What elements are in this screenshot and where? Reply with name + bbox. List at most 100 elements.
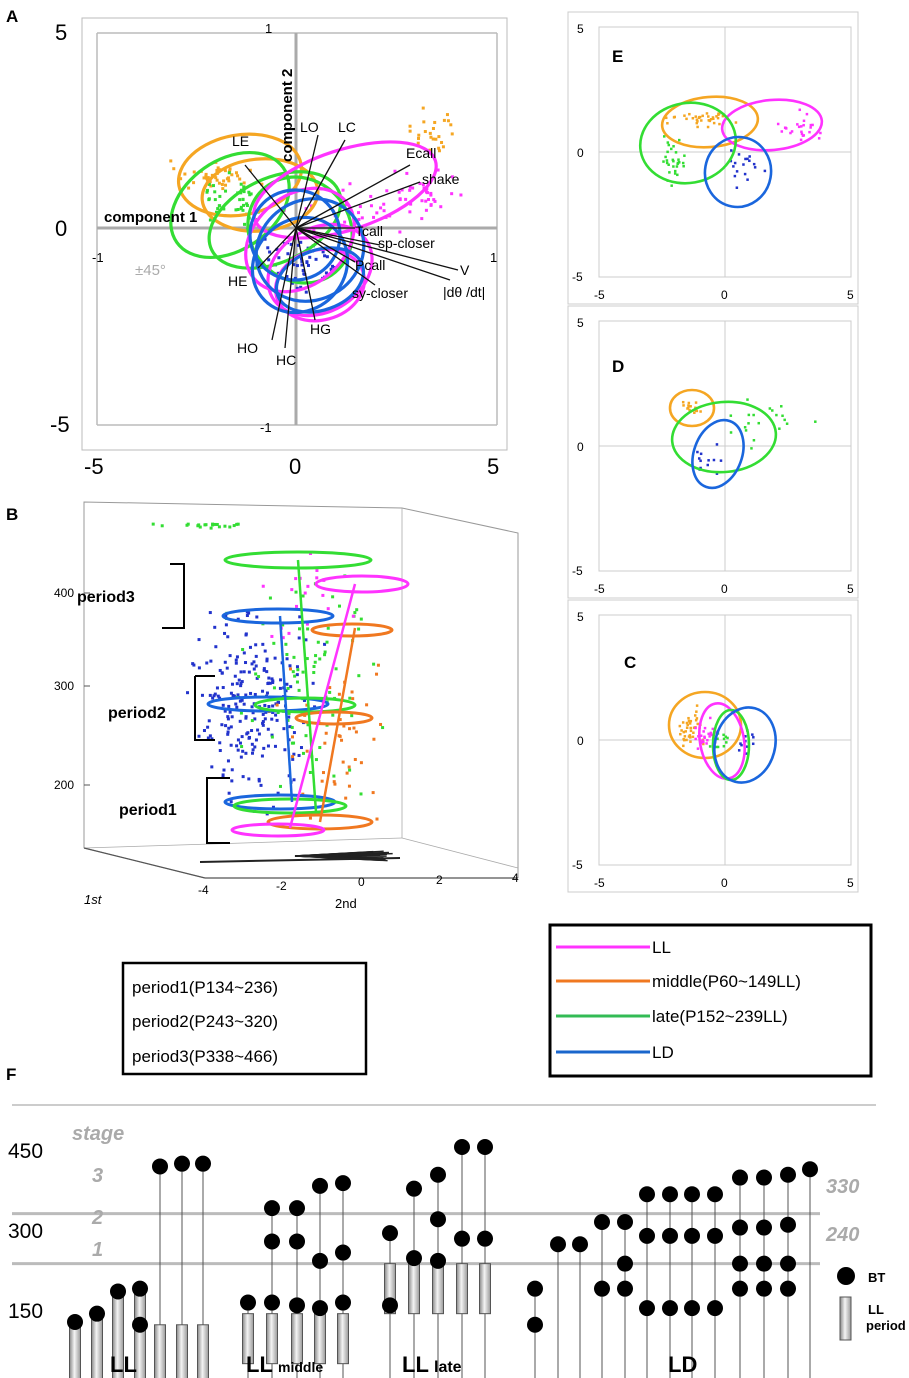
b-data-point: [270, 677, 274, 681]
b-data-point: [247, 670, 251, 674]
panel-e-data-point: [681, 161, 685, 165]
b-data-point: [225, 666, 229, 670]
b-data-point: [240, 698, 244, 702]
a-loading-label: LO: [300, 119, 319, 135]
b-data-point: [248, 645, 252, 649]
a-data-point: [222, 179, 226, 183]
b-data-point: [296, 668, 300, 672]
a-data-point: [424, 190, 428, 194]
panel-c-data-point: [678, 724, 682, 728]
b-data-point: [344, 796, 348, 800]
a-data-point: [429, 135, 433, 139]
panel-d-ytick: 5: [577, 316, 584, 330]
b-period3-label: period3: [77, 589, 135, 606]
a-data-point: [275, 247, 279, 251]
panel-c-data-point: [702, 740, 705, 744]
b-xtick-0: -4: [198, 883, 209, 897]
a-loading-vector: [295, 134, 319, 229]
f-bt-marker: [662, 1300, 678, 1317]
panel-c-data-point: [744, 752, 748, 755]
b-data-point: [241, 647, 245, 651]
a-data-point: [369, 204, 373, 208]
b-data-point: [305, 657, 309, 661]
panel-c: 5 0 -5 -5 0 5: [567, 599, 859, 893]
panel-c-data-point: [691, 735, 695, 739]
panel-c-ytick: 5: [577, 610, 584, 624]
a-component1-label: component 1: [104, 209, 197, 226]
panel-e-data-point: [708, 119, 712, 123]
panel-c-data-point: [679, 732, 682, 736]
a-data-point: [299, 240, 303, 244]
b-data-point: [254, 643, 258, 647]
b-data-point: [236, 693, 240, 697]
b-cluster-ellipse: [221, 607, 335, 625]
a-loading-vector: [284, 227, 297, 349]
f-bt-marker: [312, 1252, 328, 1269]
f-period-bar: [456, 1263, 468, 1315]
f-period-bar: [242, 1313, 254, 1365]
f-ytick-300: 300: [8, 1220, 43, 1243]
panel-e-data-point: [705, 112, 709, 115]
b-data-point: [226, 717, 230, 721]
b-data-point: [254, 672, 258, 676]
a-data-point: [432, 198, 436, 202]
b-data-point: [297, 753, 301, 757]
f-period-bar: [69, 1321, 81, 1378]
a-data-point: [286, 252, 290, 256]
panel-c-data-point: [705, 742, 708, 745]
b-data-point: [355, 608, 359, 612]
b-data-point: [294, 577, 298, 581]
b-data-point: [313, 705, 317, 709]
panel-d-xtick: -5: [594, 582, 605, 596]
a-loading-vector: [295, 227, 376, 286]
panel-c-data-point: [725, 741, 728, 744]
a-data-point: [243, 222, 247, 226]
b-data-point: [260, 754, 264, 758]
b-data-point: [334, 667, 338, 671]
panel-d-data-point: [686, 407, 689, 410]
panel-c-data-point: [688, 720, 691, 723]
panel-e-data-point: [685, 117, 688, 121]
b-data-point: [236, 522, 240, 526]
a-loading-label: Tcall: [355, 223, 383, 239]
a-data-point: [268, 250, 272, 254]
panel-a-frame: [81, 17, 508, 451]
a-data-point: [450, 175, 454, 179]
b-data-point: [218, 741, 222, 745]
a-data-point: [211, 184, 215, 188]
a-data-point: [301, 268, 305, 272]
a-data-point: [277, 256, 281, 260]
b-data-point: [256, 728, 260, 732]
a-data-point: [360, 216, 364, 220]
panel-c-data-point: [693, 714, 697, 717]
panel-c-data-point: [695, 717, 699, 720]
panel-c-data-point: [695, 710, 698, 713]
b-data-point: [275, 703, 279, 707]
panel-c-data-point: [714, 745, 718, 749]
a-data-point: [290, 281, 294, 285]
panel-d-data-point: [780, 405, 783, 408]
b-xtick-1: -2: [276, 879, 287, 893]
b-data-point: [372, 662, 376, 666]
panel-c-data-point: [680, 729, 683, 732]
f-bt-marker: [780, 1280, 796, 1297]
f-bt-marker: [780, 1166, 796, 1183]
panel-c-data-point: [703, 735, 706, 739]
b-data-point: [151, 522, 155, 526]
a-data-point: [422, 120, 426, 124]
b-data-point: [218, 696, 222, 700]
panel-d-data-point: [757, 421, 761, 425]
b-data-point: [251, 748, 255, 752]
a-data-point: [428, 131, 432, 135]
panel-d-data-point: [771, 409, 774, 412]
a-data-point: [205, 190, 209, 194]
b-data-point: [318, 657, 322, 661]
a-data-point: [411, 186, 415, 190]
period-legend: period1(P134~236) period2(P243~320) peri…: [121, 961, 368, 1076]
a-data-point: [228, 169, 232, 173]
b-data-point: [354, 730, 358, 734]
b-data-point: [248, 735, 252, 739]
a-loading-vector: [295, 227, 356, 263]
panel-e-data-point: [737, 153, 741, 156]
panel-c-data-point: [707, 732, 710, 736]
